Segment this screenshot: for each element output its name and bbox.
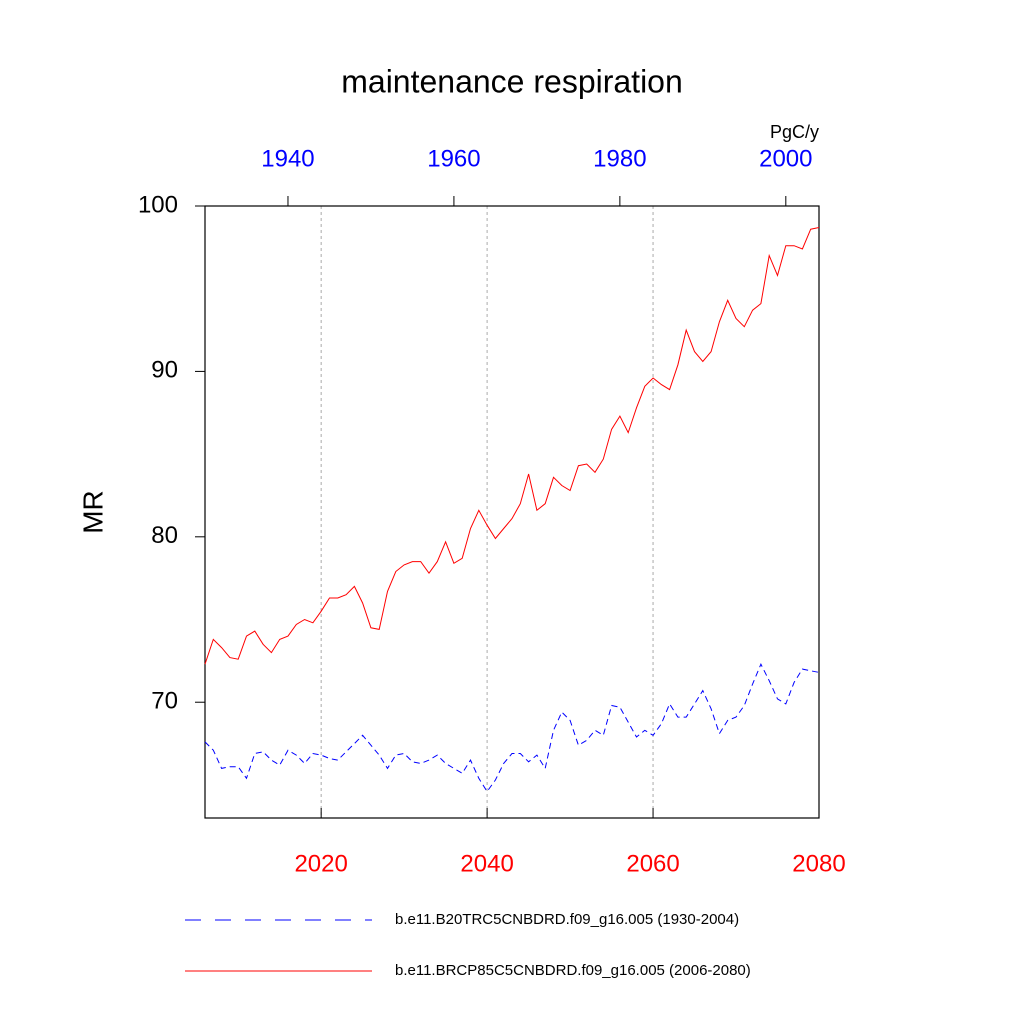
y-axis-label: MR	[77, 490, 108, 534]
x-tick-label: 2080	[792, 850, 845, 877]
x-tick-label: 2020	[294, 850, 347, 877]
plot-frame	[204, 205, 820, 819]
chart-title: maintenance respiration	[341, 63, 683, 99]
y-tick-label: 80	[151, 522, 178, 549]
y-tick-label: 100	[138, 191, 178, 218]
units-label: PgC/y	[770, 122, 819, 142]
x-tick-label: 2060	[626, 850, 679, 877]
series-line	[204, 227, 820, 665]
series-line	[204, 663, 820, 793]
x2-tick-label: 1960	[427, 145, 480, 172]
legend-label: b.e11.B20TRC5CNBDRD.f09_g16.005 (1930-20…	[395, 911, 739, 928]
y-tick-label: 70	[151, 688, 178, 715]
legend-label: b.e11.BRCP85C5CNBDRD.f09_g16.005 (2006-2…	[395, 962, 751, 979]
x2-tick-label: 2000	[759, 145, 812, 172]
x-tick-label: 2040	[460, 850, 513, 877]
y-tick-label: 90	[151, 357, 178, 384]
x2-tick-label: 1940	[261, 145, 314, 172]
x2-tick-label: 1980	[593, 145, 646, 172]
